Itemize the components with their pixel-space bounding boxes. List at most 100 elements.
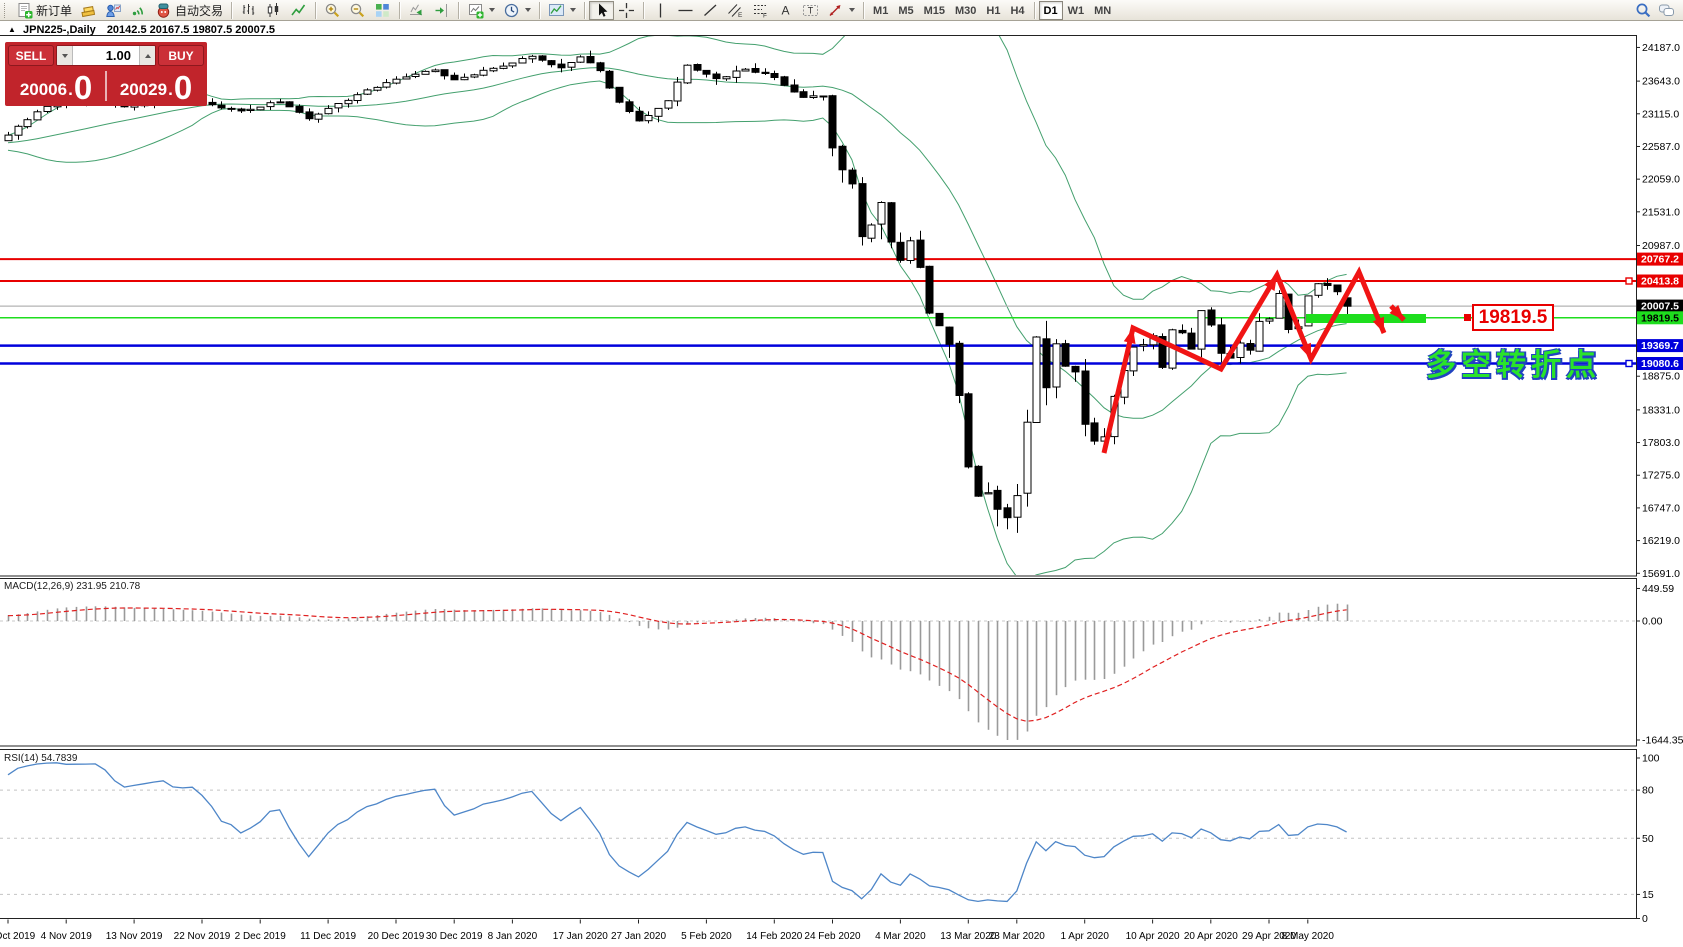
auto-trading-button[interactable]: 自动交易: [151, 1, 227, 20]
trendline-tool-button[interactable]: [698, 1, 723, 20]
date-label[interactable]: 30 Dec 2019: [426, 931, 483, 942]
candle-body: [1304, 295, 1313, 327]
price-level-box-19080.6[interactable]: [1637, 357, 1683, 370]
periods-button[interactable]: [499, 1, 535, 20]
support-anchor-square[interactable]: [1464, 314, 1471, 321]
tile-windows-button[interactable]: [370, 1, 395, 20]
arrows-tool-button[interactable]: [823, 1, 859, 20]
date-label[interactable]: 25 Oct 2019: [0, 931, 36, 942]
vertical-line-tool-button[interactable]: [648, 1, 673, 20]
signal-button[interactable]: [126, 1, 151, 20]
date-label[interactable]: 20 Apr 2020: [1184, 931, 1238, 942]
volume-value[interactable]: 1.00: [105, 48, 131, 63]
zoom-in-button[interactable]: [320, 1, 345, 20]
timeframe-M30-button[interactable]: M30: [950, 1, 981, 20]
price-level-box-20007.5[interactable]: [1637, 299, 1683, 313]
templates-button[interactable]: [544, 1, 580, 20]
date-label[interactable]: 8 May 2020: [1282, 931, 1335, 942]
line-chart-button[interactable]: [286, 1, 311, 20]
date-label[interactable]: 20 Dec 2019: [368, 931, 425, 942]
new-chart-button[interactable]: [463, 1, 499, 20]
candle-body: [1023, 421, 1032, 494]
date-label[interactable]: 4 Nov 2019: [41, 931, 93, 942]
price-tick-label: 15691.0: [1642, 568, 1680, 580]
sell-button[interactable]: SELL: [8, 45, 54, 66]
timeframe-D1-button[interactable]: D1: [1038, 0, 1063, 20]
date-label[interactable]: 13 Mar 2020: [940, 931, 997, 942]
timeframe-MN-button[interactable]: MN: [1089, 1, 1116, 20]
candle-body: [654, 107, 663, 117]
zoom-out-button[interactable]: [345, 1, 370, 20]
macd-indicator-label: MACD(12,26,9) 231.95 210.78: [4, 581, 141, 592]
date-label[interactable]: 10 Apr 2020: [1126, 931, 1180, 942]
collapse-arrow-icon[interactable]: ▲: [8, 25, 16, 34]
date-label[interactable]: 29 Apr 2020: [1242, 931, 1296, 942]
candle-body: [809, 95, 818, 99]
date-label[interactable]: 24 Feb 2020: [804, 931, 861, 942]
price-level-box-19369.7[interactable]: [1637, 339, 1683, 353]
level-marker-square[interactable]: [1625, 277, 1633, 285]
trader-person-icon: [106, 4, 122, 17]
volume-decrease-button[interactable]: [57, 46, 73, 65]
timeframe-H1-button[interactable]: H1: [981, 1, 1005, 20]
horizontal-line-tool-button[interactable]: [673, 1, 698, 20]
date-label[interactable]: 22 Nov 2019: [174, 931, 231, 942]
zigzag-arrowhead[interactable]: [1389, 304, 1404, 320]
candlestick-chart-button[interactable]: [261, 1, 286, 20]
level-marker-square[interactable]: [1625, 359, 1633, 368]
macd-pane-frame: [0, 578, 1637, 747]
date-label[interactable]: 17 Jan 2020: [553, 931, 608, 942]
volume-increase-button[interactable]: [139, 46, 155, 65]
zigzag-arrowhead[interactable]: [1299, 342, 1311, 359]
timeframe-W1-button[interactable]: W1: [1063, 1, 1090, 20]
candle-body: [838, 145, 847, 171]
gold-bars-button[interactable]: [76, 1, 101, 20]
timeframe-H4-button[interactable]: H4: [1005, 1, 1029, 20]
toolbar-grip[interactable]: [4, 2, 8, 18]
macd-axis-label: 0.00: [1642, 616, 1663, 628]
price-level-box-20767.2[interactable]: [1637, 252, 1683, 266]
date-label[interactable]: 8 Jan 2020: [488, 931, 538, 942]
bar-chart-icon: [242, 3, 255, 15]
date-label[interactable]: 11 Dec 2019: [300, 931, 356, 942]
chat-icon[interactable]: [1658, 2, 1675, 19]
equidistant-channel-tool-button[interactable]: E: [723, 1, 748, 20]
support-price-callout[interactable]: 19819.5: [1472, 304, 1554, 331]
zigzag-arrowhead[interactable]: [1264, 275, 1277, 291]
date-label[interactable]: 4 Mar 2020: [875, 931, 926, 942]
date-label[interactable]: 5 Feb 2020: [681, 931, 732, 942]
date-label[interactable]: 23 Mar 2020: [989, 931, 1046, 942]
crosshair-tool-button[interactable]: [614, 1, 639, 20]
timeframe-M15-button[interactable]: M15: [919, 1, 950, 20]
text-label-tool-button[interactable]: T: [798, 1, 823, 20]
new-order-button[interactable]: 新订单: [12, 1, 76, 20]
bar-chart-button[interactable]: [236, 1, 261, 20]
search-icon[interactable]: [1635, 2, 1652, 19]
price-level-box-19819.5[interactable]: [1637, 311, 1683, 325]
price-level-box-20413.8[interactable]: [1637, 274, 1683, 288]
zigzag-arrowhead[interactable]: [1123, 328, 1136, 344]
timeframe-M5-button[interactable]: M5: [893, 1, 918, 20]
zigzag-arrowhead[interactable]: [1372, 316, 1384, 333]
buy-button[interactable]: BUY: [158, 45, 204, 66]
cursor-tool-button[interactable]: [589, 0, 615, 20]
date-label[interactable]: 2 Dec 2019: [235, 931, 287, 942]
date-label[interactable]: 1 Apr 2020: [1061, 931, 1110, 942]
chart-symbol-period: JPN225-,Daily: [22, 24, 96, 36]
main-pane-content: [0, 36, 1636, 575]
date-label[interactable]: 13 Nov 2019: [106, 931, 163, 942]
highlight-bar[interactable]: [1306, 314, 1426, 323]
auto-scroll-button[interactable]: [404, 1, 429, 20]
turning-point-annotation[interactable]: 多空转折点: [1426, 348, 1601, 383]
chart-shift-button[interactable]: [429, 1, 454, 20]
fibonacci-tool-button[interactable]: F: [748, 1, 773, 20]
timeframe-M1-button[interactable]: M1: [868, 1, 893, 20]
trader-button[interactable]: [101, 1, 126, 20]
price-tick-label: 23643.0: [1642, 76, 1680, 88]
date-label[interactable]: 27 Jan 2020: [611, 931, 666, 942]
macd-axis-label: 449.59: [1642, 583, 1674, 595]
candle-body: [528, 55, 537, 60]
text-tool-button[interactable]: A: [773, 1, 798, 20]
date-label[interactable]: 14 Feb 2020: [746, 931, 803, 942]
